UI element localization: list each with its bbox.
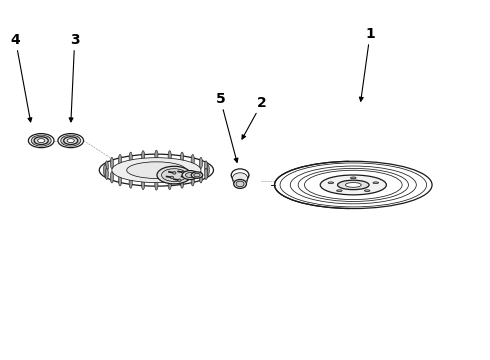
Ellipse shape — [129, 152, 132, 163]
Ellipse shape — [168, 179, 172, 190]
Ellipse shape — [119, 154, 122, 166]
Ellipse shape — [338, 180, 369, 190]
Ellipse shape — [182, 171, 185, 174]
Ellipse shape — [204, 168, 208, 180]
Ellipse shape — [168, 150, 172, 162]
Ellipse shape — [191, 175, 195, 186]
Ellipse shape — [328, 182, 334, 184]
Ellipse shape — [105, 161, 108, 172]
Ellipse shape — [110, 157, 114, 168]
Ellipse shape — [365, 190, 370, 192]
Ellipse shape — [180, 177, 184, 188]
Ellipse shape — [142, 150, 145, 162]
Ellipse shape — [191, 154, 195, 166]
Ellipse shape — [34, 137, 48, 144]
Ellipse shape — [61, 135, 81, 146]
Ellipse shape — [173, 172, 176, 174]
Text: 4: 4 — [11, 33, 32, 122]
Ellipse shape — [231, 169, 249, 181]
Ellipse shape — [234, 180, 246, 188]
Ellipse shape — [191, 172, 203, 178]
Ellipse shape — [373, 182, 379, 184]
Ellipse shape — [110, 172, 114, 183]
Ellipse shape — [350, 177, 356, 179]
Ellipse shape — [345, 183, 361, 187]
Ellipse shape — [28, 134, 54, 148]
Ellipse shape — [180, 152, 184, 163]
Ellipse shape — [119, 175, 122, 186]
Ellipse shape — [99, 154, 214, 186]
Ellipse shape — [64, 137, 78, 144]
Ellipse shape — [182, 171, 198, 180]
Ellipse shape — [204, 161, 208, 172]
Text: 2: 2 — [242, 96, 267, 139]
Ellipse shape — [186, 172, 195, 177]
Ellipse shape — [105, 168, 108, 180]
Ellipse shape — [162, 169, 187, 181]
Ellipse shape — [185, 176, 189, 179]
Ellipse shape — [206, 165, 209, 176]
Text: 5: 5 — [216, 92, 238, 162]
Ellipse shape — [236, 181, 244, 187]
Ellipse shape — [129, 177, 132, 188]
Ellipse shape — [58, 134, 83, 148]
Ellipse shape — [274, 161, 432, 208]
Ellipse shape — [233, 173, 247, 183]
Ellipse shape — [31, 135, 51, 146]
Text: 1: 1 — [359, 27, 375, 101]
Ellipse shape — [38, 139, 45, 143]
Ellipse shape — [337, 190, 342, 192]
Ellipse shape — [112, 158, 201, 183]
Ellipse shape — [178, 179, 181, 181]
Ellipse shape — [103, 165, 107, 176]
Ellipse shape — [142, 179, 145, 190]
Ellipse shape — [194, 173, 200, 177]
Text: 3: 3 — [69, 33, 79, 122]
Ellipse shape — [199, 157, 202, 168]
Ellipse shape — [155, 150, 158, 161]
Ellipse shape — [127, 162, 186, 179]
Ellipse shape — [320, 175, 387, 195]
Ellipse shape — [155, 179, 158, 190]
Ellipse shape — [67, 139, 74, 143]
Ellipse shape — [171, 176, 173, 179]
Ellipse shape — [199, 172, 202, 183]
Ellipse shape — [157, 166, 191, 184]
